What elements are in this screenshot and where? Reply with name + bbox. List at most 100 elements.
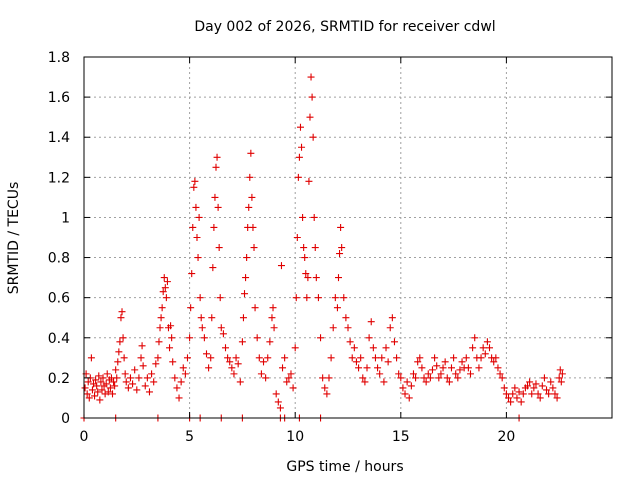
data-point: [250, 244, 258, 252]
data-point: [376, 370, 384, 378]
data-point: [540, 374, 548, 382]
data-point: [556, 366, 564, 374]
data-point: [131, 366, 139, 374]
x-tick-label: 10: [286, 429, 304, 445]
data-point: [168, 334, 176, 342]
data-point: [289, 384, 297, 392]
data-point: [365, 334, 373, 342]
data-point: [156, 324, 164, 332]
data-point: [103, 370, 111, 378]
data-point: [314, 294, 322, 302]
data-point: [167, 322, 175, 330]
plot-frame: [83, 56, 613, 419]
data-point: [445, 378, 453, 386]
data-point: [190, 183, 198, 191]
data-point: [399, 384, 407, 392]
y-tick-label: 1.6: [48, 90, 70, 106]
y-tick-label: 0: [61, 411, 70, 427]
data-point: [192, 203, 200, 211]
data-point: [159, 288, 167, 296]
data-point: [509, 390, 517, 398]
data-point: [303, 294, 311, 302]
data-point: [304, 274, 312, 282]
data-point: [216, 294, 224, 302]
data-point: [207, 354, 215, 362]
data-point: [191, 177, 199, 185]
data-point: [268, 314, 276, 322]
data-point: [104, 388, 112, 396]
data-point: [102, 380, 110, 388]
data-point: [299, 213, 307, 221]
data-point: [94, 388, 102, 396]
y-tick-label: 0.2: [48, 371, 70, 387]
data-point: [428, 366, 436, 374]
data-point: [494, 364, 502, 372]
data-point: [307, 73, 315, 81]
data-point: [435, 374, 443, 382]
data-point: [249, 223, 257, 231]
data-point: [269, 304, 277, 312]
data-point: [115, 348, 123, 356]
data-point: [228, 364, 236, 372]
y-tick-label: 1.2: [48, 170, 70, 186]
data-point: [466, 370, 474, 378]
data-point: [175, 394, 183, 402]
x-tick-labels: 0 5 10 15 20: [80, 429, 516, 445]
data-point: [186, 334, 194, 342]
data-point: [507, 398, 515, 406]
data-point: [305, 177, 313, 185]
data-point: [464, 364, 472, 372]
data-point: [418, 364, 426, 372]
data-point: [139, 362, 147, 370]
data-point: [558, 370, 566, 378]
data-point: [248, 193, 256, 201]
data-point: [109, 390, 117, 398]
data-point: [137, 354, 145, 362]
data-point: [420, 374, 428, 382]
data-point: [538, 382, 546, 390]
data-point: [309, 133, 317, 141]
x-axis-title: GPS time / hours: [286, 459, 403, 475]
data-point: [246, 173, 254, 181]
data-point: [532, 380, 540, 388]
data-point: [551, 390, 559, 398]
y-tick-label: 1.8: [48, 50, 70, 66]
data-point: [161, 284, 169, 292]
data-point: [393, 354, 401, 362]
data-point: [513, 394, 521, 402]
data-point: [232, 354, 240, 362]
data-point: [333, 304, 341, 312]
data-point: [388, 314, 396, 322]
data-point: [264, 354, 272, 362]
data-point: [557, 378, 565, 386]
data-point: [112, 366, 120, 374]
data-point: [84, 378, 92, 386]
data-point: [536, 394, 544, 402]
data-point: [293, 234, 301, 241]
data-point: [534, 390, 542, 398]
data-point: [222, 344, 230, 352]
data-point: [405, 394, 413, 402]
y-tick-label: 0.4: [48, 331, 70, 347]
grid-lines: [84, 57, 612, 418]
data-point: [210, 223, 218, 231]
data-point: [118, 308, 126, 316]
data-point: [526, 378, 534, 386]
data-point: [295, 153, 303, 161]
data-point: [327, 354, 335, 362]
data-point: [166, 344, 174, 352]
data-point: [114, 358, 122, 366]
data-point: [283, 378, 291, 386]
y-tick-labels: 0 0.2 0.4 0.6 0.8 1 1.2 1.4 1.6 1.8: [48, 50, 70, 427]
data-point: [285, 374, 293, 382]
data-point: [505, 394, 513, 402]
data-point: [171, 374, 179, 382]
data-point: [483, 338, 491, 346]
data-point: [462, 354, 470, 362]
data-point: [213, 153, 221, 161]
data-point: [93, 382, 101, 390]
data-point: [490, 358, 498, 366]
y-tick-label: 1: [61, 210, 70, 226]
data-point: [247, 149, 255, 157]
data-point: [154, 354, 162, 362]
